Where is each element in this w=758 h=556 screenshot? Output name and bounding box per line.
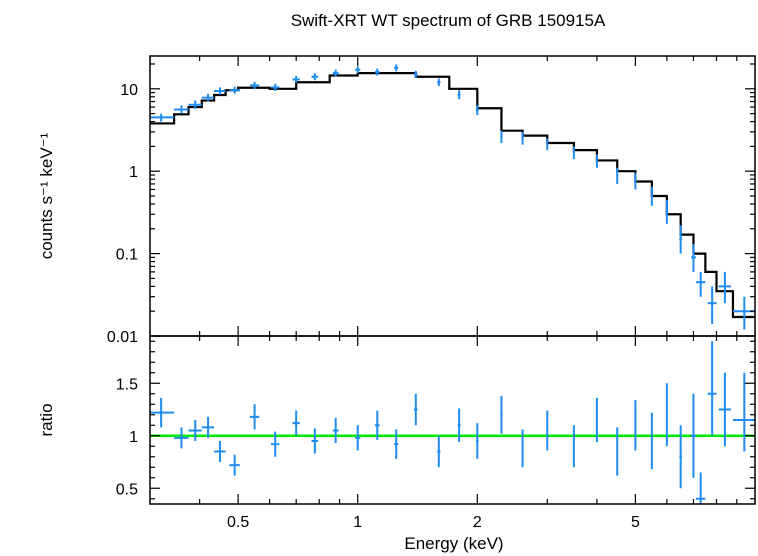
- x-tick-label: 0.5: [227, 514, 249, 531]
- spectrum-data-point: [437, 78, 441, 87]
- ratio-data-point: [457, 408, 461, 443]
- spectrum-data-point: [457, 90, 461, 100]
- spectrum-data-point: [595, 154, 598, 168]
- ratio-data-point: [500, 395, 503, 434]
- spectrum-y-axis-label: counts s⁻¹ keV⁻¹: [37, 132, 56, 259]
- ratio-data-point: [521, 429, 524, 468]
- ratio-data-point: [201, 416, 215, 438]
- spectrum-data-point: [150, 113, 175, 122]
- ratio-data-point: [718, 372, 731, 447]
- ratio-y-tick-label: 1: [129, 429, 138, 446]
- spectrum-data-point: [374, 68, 380, 76]
- spectrum-panel: 0.01 0.1 1 10: [107, 55, 756, 346]
- ratio-data-point: [616, 427, 619, 476]
- ratio-data-point: [394, 429, 399, 459]
- x-axis: 0.5 1 2 5: [149, 56, 756, 531]
- spectrum-data-point: [249, 81, 260, 90]
- ratio-data-point: [214, 441, 226, 462]
- spectrum-data-point: [292, 75, 300, 83]
- spectrum-data-point: [174, 105, 189, 114]
- ratio-data-point: [150, 397, 175, 428]
- ratio-data-point: [679, 425, 682, 489]
- ratio-data-point: [707, 341, 717, 436]
- spectrum-data-point: [332, 69, 339, 77]
- ratio-data-point: [690, 393, 696, 478]
- spectrum-y-tick-label: 0.01: [107, 329, 138, 346]
- spectrum-data-point: [616, 167, 619, 184]
- ratio-data-point: [650, 412, 653, 470]
- spectrum-data-point: [707, 286, 717, 324]
- ratio-data-point: [292, 410, 300, 436]
- x-axis-label: Energy (keV): [404, 534, 503, 553]
- ratio-y-tick-label: 0.5: [116, 481, 138, 498]
- spectrum-data-point: [311, 73, 319, 81]
- spectrum-data-point: [695, 271, 706, 297]
- ratio-data-point: [374, 410, 380, 440]
- spectrum-data-point: [214, 87, 226, 95]
- ratio-data-point: [188, 420, 202, 441]
- ratio-data-point: [634, 400, 637, 451]
- ratio-data-point: [311, 428, 319, 454]
- ratio-data-point: [271, 431, 280, 457]
- spectrum-data-point: [394, 64, 399, 72]
- chart-title: Swift-XRT WT spectrum of GRB 150915A: [291, 11, 606, 30]
- spectrum-data-point: [546, 138, 549, 151]
- spectrum-data-point: [718, 271, 731, 304]
- ratio-data-point: [229, 454, 240, 476]
- ratio-data-point: [476, 423, 479, 459]
- ratio-data-point: [595, 397, 598, 443]
- ratio-panel-frame: [149, 335, 756, 505]
- spectrum-data-point: [690, 244, 696, 272]
- spectrum-y-tick-label: 0.1: [116, 247, 138, 264]
- spectrum-data-point: [679, 225, 682, 254]
- ratio-panel: 0.5 1 1.5: [116, 335, 756, 505]
- ratio-data-point: [732, 372, 755, 452]
- x-tick-label: 2: [473, 514, 482, 531]
- spectrum-data-point: [355, 66, 361, 74]
- ratio-data-point: [413, 393, 418, 426]
- spectrum-data-point: [271, 83, 280, 92]
- ratio-y-axis-label: ratio: [37, 403, 56, 436]
- spectrum-data-point: [229, 86, 240, 94]
- x-tick-label: 1: [353, 514, 362, 531]
- spectrum-data-point: [650, 186, 653, 206]
- spectrum-data-point: [732, 296, 755, 330]
- spectrum-data-point: [572, 146, 575, 160]
- spectrum-data-point: [413, 70, 418, 78]
- ratio-data-point: [695, 472, 706, 504]
- x-tick-label: 5: [631, 514, 640, 531]
- spectrum-data-point: [521, 131, 524, 145]
- model-step-line: [150, 72, 755, 319]
- spectrum-data-point: [665, 199, 668, 224]
- spectrum-data-point: [201, 93, 215, 102]
- ratio-data-point: [665, 383, 668, 447]
- spectrum-data-point: [634, 173, 637, 190]
- ratio-data-point: [249, 404, 260, 430]
- ratio-data-point: [174, 427, 189, 449]
- ratio-data-point: [437, 435, 441, 468]
- ratio-data-point: [572, 425, 575, 468]
- spectrum-data-point: [476, 105, 479, 116]
- ratio-data-point: [332, 417, 339, 444]
- ratio-y-tick-label: 1.5: [116, 376, 138, 393]
- spectrum-data-point: [500, 130, 503, 143]
- spectrum-data-point: [188, 100, 202, 109]
- ratio-data-point: [355, 425, 361, 451]
- spectrum-y-tick-label: 10: [120, 82, 138, 99]
- ratio-data-point: [546, 410, 549, 451]
- spectrum-y-tick-label: 1: [129, 164, 138, 181]
